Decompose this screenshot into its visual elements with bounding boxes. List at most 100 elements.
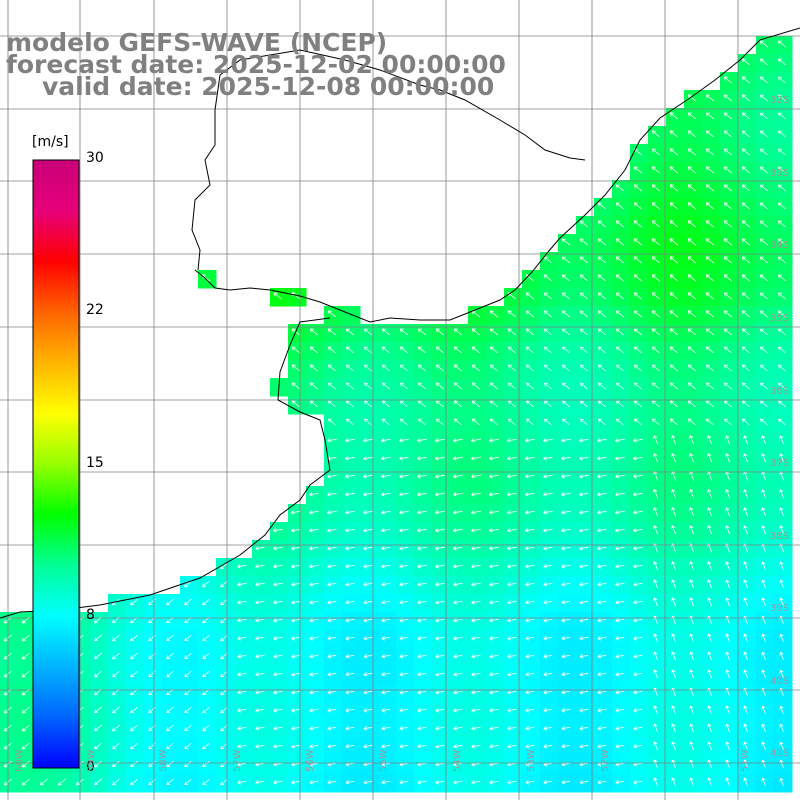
wind-arrow bbox=[94, 742, 102, 750]
wind-speed-cell bbox=[270, 666, 289, 685]
wind-arrow bbox=[166, 598, 174, 606]
wind-arrow bbox=[345, 780, 355, 785]
wind-arrow bbox=[327, 438, 337, 443]
wind-speed-cell bbox=[0, 648, 19, 667]
wind-speed-cell bbox=[522, 774, 541, 793]
wind-arrow bbox=[381, 528, 391, 533]
wind-arrow bbox=[779, 561, 784, 571]
wind-speed-cell bbox=[324, 630, 343, 649]
wind-speed-cell bbox=[342, 432, 361, 451]
wind-speed-cell bbox=[702, 612, 721, 631]
wind-speed-cell bbox=[576, 666, 595, 685]
wind-speed-cell bbox=[162, 648, 181, 667]
wind-arrow bbox=[777, 94, 786, 102]
wind-arrow bbox=[543, 456, 553, 461]
wind-arrow bbox=[579, 220, 589, 228]
wind-arrow bbox=[759, 256, 769, 264]
wind-speed-cell bbox=[540, 522, 559, 541]
wind-speed-cell bbox=[198, 738, 217, 757]
wind-arrow bbox=[327, 528, 337, 533]
wind-speed-cell bbox=[558, 504, 577, 523]
wind-arrow bbox=[381, 564, 391, 569]
wind-arrow bbox=[689, 777, 694, 787]
wind-arrow bbox=[166, 760, 174, 768]
wind-arrow bbox=[345, 546, 355, 551]
wind-arrow bbox=[453, 510, 463, 515]
wind-speed-cell bbox=[342, 666, 361, 685]
wind-arrow bbox=[759, 310, 768, 318]
wind-arrow bbox=[489, 364, 498, 372]
wind-arrow bbox=[363, 708, 373, 713]
wind-arrow bbox=[689, 669, 694, 679]
wind-arrow bbox=[687, 94, 697, 102]
wind-speed-cell bbox=[684, 666, 703, 685]
wind-arrow bbox=[309, 546, 319, 551]
wind-arrow bbox=[363, 510, 373, 515]
wind-arrow bbox=[471, 708, 481, 713]
wind-arrow bbox=[202, 706, 210, 714]
wind-speed-cell bbox=[414, 432, 433, 451]
lat-label: 32S bbox=[770, 95, 790, 106]
wind-arrow bbox=[615, 292, 625, 300]
wind-arrow bbox=[202, 724, 210, 732]
wind-arrow bbox=[598, 382, 606, 390]
wind-arrow bbox=[417, 438, 427, 443]
wind-arrow bbox=[689, 507, 695, 517]
wind-speed-cell bbox=[72, 774, 91, 793]
wind-speed-cell bbox=[108, 756, 127, 775]
wind-speed-cell bbox=[468, 684, 487, 703]
wind-arrow bbox=[237, 780, 247, 785]
wind-speed-cell bbox=[576, 432, 595, 451]
wind-arrow bbox=[508, 400, 516, 408]
wind-arrow bbox=[543, 690, 553, 695]
wind-arrow bbox=[725, 777, 730, 787]
wind-arrow bbox=[653, 651, 658, 661]
wind-arrow bbox=[417, 328, 427, 336]
wind-arrow bbox=[363, 600, 373, 605]
wind-arrow bbox=[705, 94, 715, 102]
wind-arrow bbox=[453, 328, 463, 336]
wind-arrow bbox=[309, 510, 319, 515]
wind-arrow bbox=[761, 723, 766, 733]
wind-speed-cell bbox=[522, 756, 541, 775]
wind-speed-cell bbox=[432, 756, 451, 775]
wind-speed-cell bbox=[306, 576, 325, 595]
wind-arrow bbox=[653, 453, 659, 463]
wind-speed-cell bbox=[18, 684, 37, 703]
wind-speed-cell bbox=[432, 468, 451, 487]
wind-arrow bbox=[634, 382, 642, 390]
wind-arrow bbox=[561, 780, 571, 785]
wind-speed-cell bbox=[396, 594, 415, 613]
wind-arrow bbox=[382, 418, 390, 426]
wind-speed-cell bbox=[666, 432, 685, 451]
wind-speed-cell bbox=[594, 558, 613, 577]
wind-speed-cell bbox=[450, 774, 469, 793]
wind-speed-cell bbox=[594, 720, 613, 739]
wind-speed-cell bbox=[648, 576, 667, 595]
wind-arrow bbox=[669, 346, 679, 354]
wind-arrow bbox=[689, 489, 695, 499]
wind-speed-cell bbox=[774, 594, 793, 613]
wind-speed-cell bbox=[504, 738, 523, 757]
wind-arrow bbox=[417, 346, 426, 354]
wind-speed-cell bbox=[540, 756, 559, 775]
wind-speed-cell bbox=[648, 666, 667, 685]
wind-speed-cell bbox=[486, 738, 505, 757]
wind-arrow bbox=[489, 636, 499, 641]
wind-speed-cell bbox=[18, 666, 37, 685]
wind-arrow bbox=[94, 706, 102, 714]
wind-speed-cell bbox=[288, 522, 307, 541]
wind-arrow bbox=[435, 618, 445, 623]
wind-speed-cell bbox=[558, 576, 577, 595]
wind-arrow bbox=[597, 600, 607, 605]
wind-arrow bbox=[525, 582, 535, 587]
wind-arrow bbox=[237, 726, 247, 731]
wind-arrow bbox=[633, 708, 643, 713]
wind-speed-cell bbox=[666, 558, 685, 577]
wind-arrow bbox=[184, 652, 192, 660]
wind-arrow bbox=[309, 708, 319, 713]
wind-arrow bbox=[598, 400, 606, 408]
wind-arrow bbox=[778, 346, 786, 354]
wind-arrow bbox=[705, 274, 715, 282]
coastline bbox=[194, 27, 800, 323]
